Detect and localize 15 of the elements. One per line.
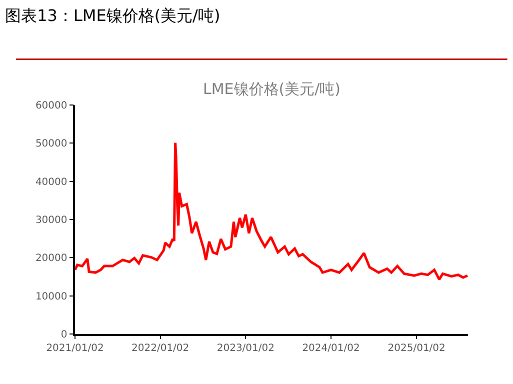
y-tick-label: 10000 — [35, 291, 68, 302]
line-series — [75, 142, 468, 281]
x-tick-label: 2022/01/02 — [132, 343, 190, 354]
y-tick-label: 50000 — [35, 138, 68, 150]
y-tick-label: 20000 — [35, 253, 68, 264]
y-tick-label: 60000 — [35, 100, 68, 112]
y-tick-label: 0 — [60, 330, 68, 340]
y-tick-label: 40000 — [35, 176, 68, 188]
chart-subtitle: LME镍价格(美元/吨) — [203, 80, 341, 98]
x-tick-label: 2025/01/02 — [388, 343, 446, 354]
chart-title: 图表13：LME镍价格(美元/吨) — [5, 6, 220, 25]
x-tick-label: 2023/01/02 — [216, 343, 274, 354]
x-tick-label: 2021/01/02 — [46, 343, 104, 354]
x-tick-label: 2024/01/02 — [302, 343, 360, 354]
y-tick-label: 30000 — [35, 215, 68, 226]
